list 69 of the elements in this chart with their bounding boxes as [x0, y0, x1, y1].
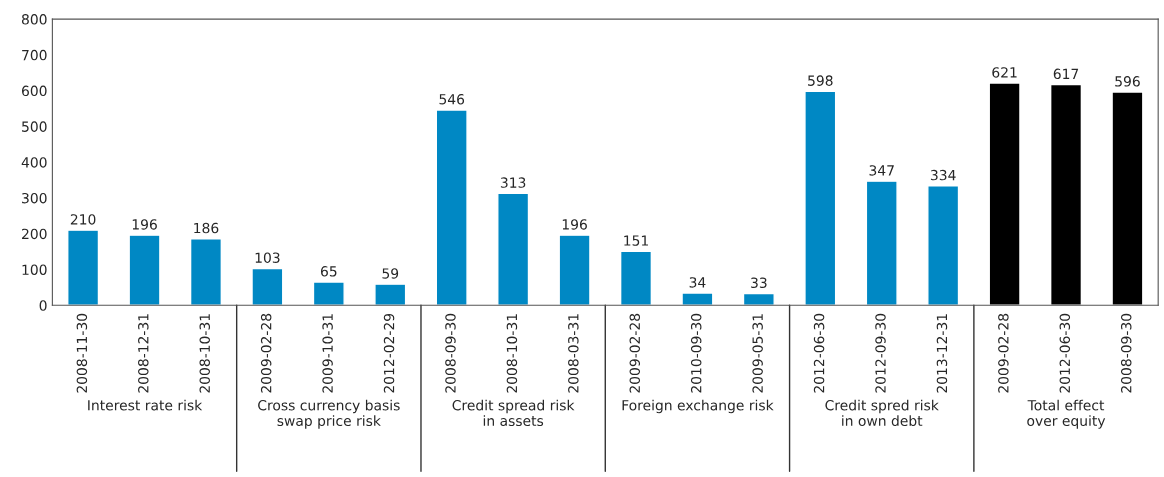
- data-label: 59: [382, 268, 399, 279]
- y-tick-label: 100: [22, 264, 47, 275]
- text: Credit spread risk in assets: [452, 399, 575, 427]
- bar: [865, 180, 898, 306]
- bar: [804, 90, 837, 306]
- bar: [927, 185, 960, 306]
- y-tick-label: 500: [22, 121, 47, 132]
- x-tick-label: 2009-05-31: [752, 314, 763, 393]
- data-label: 598: [808, 75, 833, 86]
- data-label: 196: [132, 219, 157, 230]
- bar: [374, 283, 407, 306]
- bar: [251, 267, 284, 306]
- data-label: 347: [869, 165, 894, 176]
- x-tick-label: 2012-06-30: [813, 313, 825, 393]
- bar: [742, 292, 775, 306]
- data-label: 186: [194, 222, 219, 234]
- y-tick-label: 400: [21, 157, 47, 168]
- x-tick-label: 2008-09-30: [1120, 313, 1132, 393]
- data-label: 334: [930, 169, 956, 181]
- bar: [189, 238, 223, 306]
- bar: [312, 281, 345, 306]
- bar: [128, 234, 161, 306]
- bar: [681, 292, 714, 306]
- data-label: 151: [624, 235, 648, 246]
- text: Interest rate risk: [88, 399, 203, 411]
- data-label: 313: [500, 177, 526, 188]
- x-tick-label: 2008-12-31: [138, 314, 149, 393]
- y-tick-label: 700: [22, 49, 47, 61]
- data-label: 210: [70, 214, 96, 225]
- bar: [558, 234, 591, 306]
- x-tick-label: 2009-10-31: [322, 314, 333, 393]
- text: Foreign exchange risk: [622, 399, 774, 414]
- x-tick-label: 2008-11-30: [76, 313, 88, 393]
- data-label: 617: [1053, 68, 1079, 80]
- x-tick-label: 2012-02-29: [383, 313, 395, 393]
- bar: [435, 109, 468, 306]
- data-label: 621: [992, 67, 1017, 78]
- bar: [1049, 83, 1083, 306]
- bar: [497, 192, 530, 306]
- x-tick-label: 2008-03-31: [568, 314, 579, 393]
- text: Cross currency basis swap price risk: [258, 399, 400, 429]
- data-label: 546: [439, 93, 465, 105]
- x-tick-label: 2013-12-31: [936, 314, 948, 393]
- y-tick-label: 800: [21, 14, 47, 25]
- data-label: 103: [255, 252, 280, 263]
- y-tick-label: 300: [22, 192, 47, 204]
- x-tick-label: 2008-09-30: [445, 313, 456, 393]
- x-tick-label: 2008-10-31: [199, 314, 210, 393]
- data-label: 196: [562, 219, 587, 230]
- x-tick-label: 2008-10-31: [506, 314, 518, 393]
- text: Credit spred risk in own debt: [825, 399, 939, 427]
- x-tick-label: 2009-02-28: [260, 313, 272, 393]
- bar: [619, 250, 653, 306]
- x-tick-label: 2009-02-28: [998, 313, 1009, 393]
- x-tick-label: 2012-06-30: [1059, 313, 1071, 393]
- bar: [988, 82, 1021, 306]
- data-label: 596: [1115, 76, 1140, 87]
- bar: [67, 229, 100, 306]
- x-tick-label: 2012-09-30: [875, 313, 886, 393]
- x-tick-label: 2010-09-30: [690, 313, 702, 393]
- data-label: 34: [689, 277, 706, 288]
- y-tick-label: 600: [21, 85, 47, 97]
- text: Total effect over equity: [1027, 399, 1106, 429]
- y-tick-label: 200: [22, 228, 47, 240]
- data-label: 65: [320, 266, 337, 277]
- data-label: 33: [751, 277, 767, 289]
- bar: [1111, 91, 1144, 306]
- x-tick-label: 2009-02-28: [629, 313, 641, 393]
- y-tick-label: 0: [39, 300, 47, 311]
